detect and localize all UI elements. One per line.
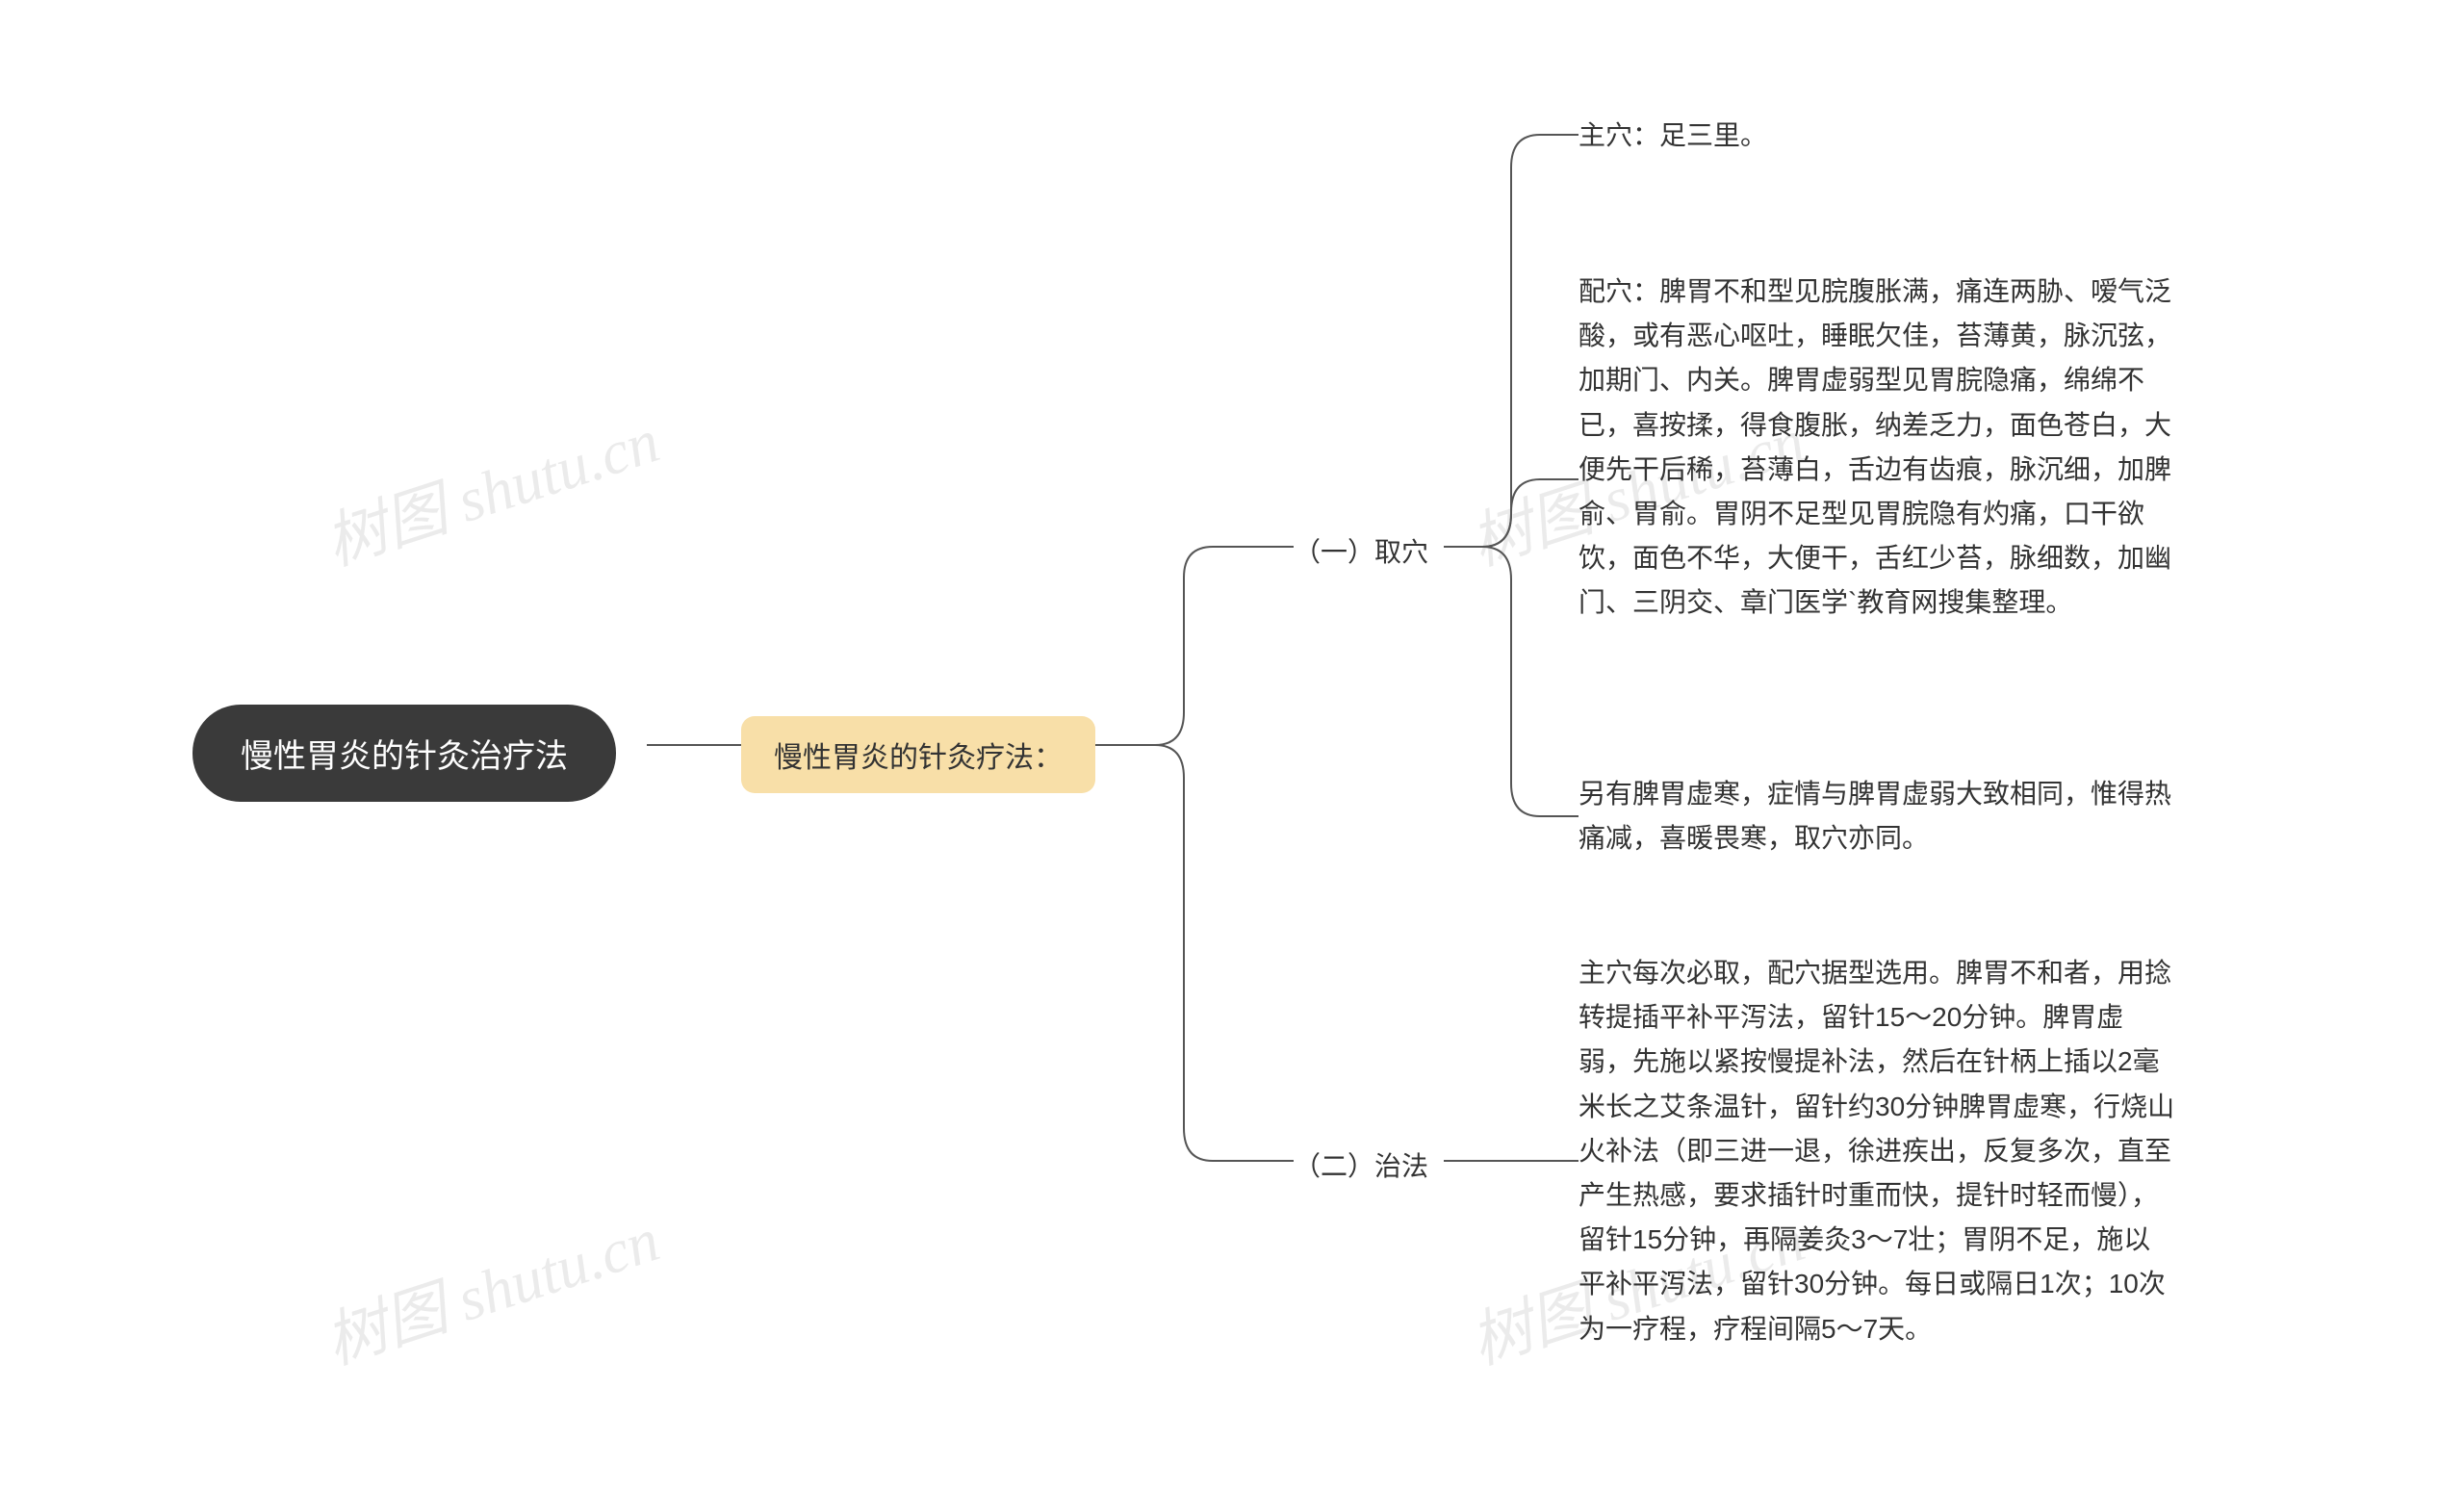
root-label: 慢性胃炎的针灸治疗法 <box>241 730 568 777</box>
branch-zhifa-label: （二）治法 <box>1294 1145 1428 1184</box>
branch-label-text: （一）取穴 <box>1294 531 1428 570</box>
leaf-spleen-cold: 另有脾胃虚寒，症情与脾胃虚弱大致相同，惟得热痛减，喜暖畏寒，取穴亦同。 <box>1578 772 2175 861</box>
leaf-match-points: 配穴：脾胃不和型见脘腹胀满，痛连两胁、嗳气泛酸，或有恶心呕吐，睡眠欠佳，苔薄黄，… <box>1578 270 2175 626</box>
level1-label: 慢性胃炎的针灸疗法： <box>774 733 1063 776</box>
diagram-canvas: 树图 shutu.cn 树图 shutu.cn 树图 shutu.cn 树图 s… <box>0 0 2464 1491</box>
leaf-main-point: 主穴：足三里。 <box>1578 114 2175 158</box>
branch-label-text: （二）治法 <box>1294 1145 1428 1184</box>
watermark: 树图 shutu.cn <box>313 392 669 582</box>
watermark: 树图 shutu.cn <box>313 1191 669 1381</box>
root-node: 慢性胃炎的针灸治疗法 <box>192 705 616 802</box>
leaf-treatment: 主穴每次必取，配穴据型选用。脾胃不和者，用捻转提插平补平泻法，留针15～20分钟… <box>1578 951 2175 1351</box>
level1-node: 慢性胃炎的针灸疗法： <box>741 716 1095 793</box>
branch-quxue-label: （一）取穴 <box>1294 531 1428 570</box>
